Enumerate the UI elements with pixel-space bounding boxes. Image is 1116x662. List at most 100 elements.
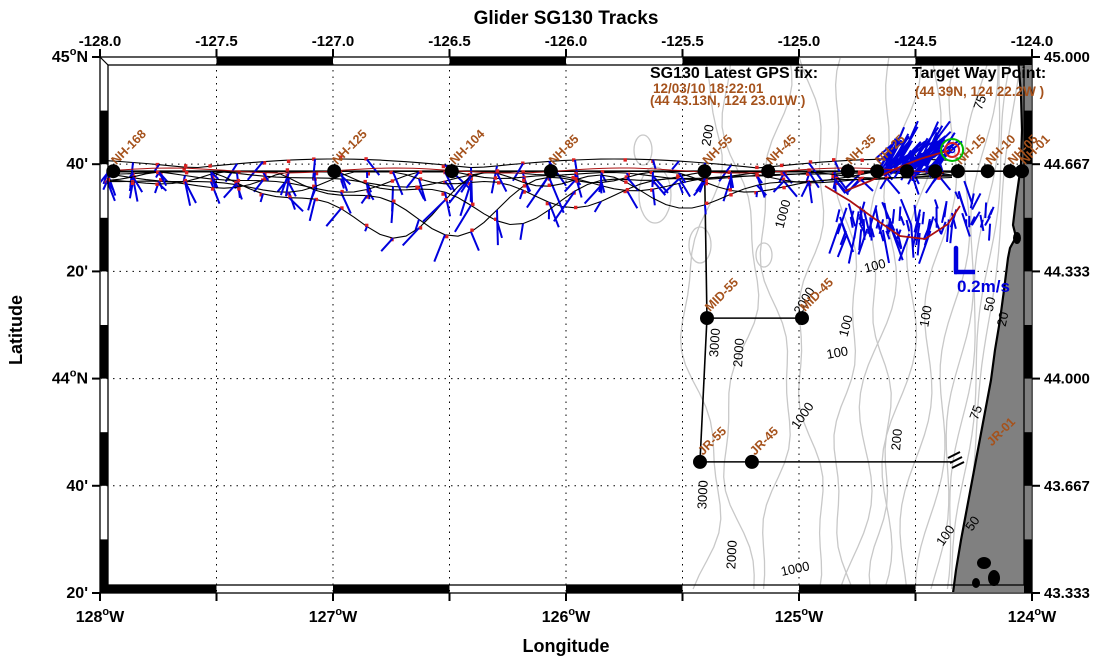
- track-fix-dot: [493, 176, 498, 180]
- depth-label: 100: [836, 313, 856, 338]
- depth-label: 50: [962, 513, 983, 533]
- graticule-grid: [101, 58, 1031, 592]
- track-fix-dot: [210, 187, 215, 191]
- track-fix-dot: [937, 176, 941, 180]
- track-fix-dot: [184, 164, 188, 168]
- current-vector: [898, 233, 911, 262]
- current-vector: [563, 179, 576, 193]
- track-fix-dot: [574, 179, 579, 183]
- track-fix-dot: [263, 177, 267, 181]
- axis-tick-label: 127oW: [309, 606, 358, 626]
- current-vector: [210, 181, 221, 204]
- frame-cell: [799, 585, 916, 593]
- current-vector: [325, 207, 342, 227]
- current-vector: [971, 192, 982, 211]
- current-vector: [885, 133, 910, 176]
- current-vector: [526, 174, 550, 209]
- depth-label: 200: [698, 123, 717, 147]
- track-fix-dot: [259, 193, 263, 197]
- waypoint-dot: [700, 311, 714, 326]
- frame-cell: [1024, 539, 1032, 593]
- contour-blob: [688, 226, 712, 264]
- contour-line: [721, 58, 760, 590]
- track-fix-dot: [858, 178, 862, 182]
- gps-fix-center: [948, 146, 956, 154]
- track-fix-dot: [314, 197, 318, 202]
- current-vector: [678, 183, 684, 194]
- current-vector: [756, 175, 763, 184]
- station-label: NH-35: [843, 132, 878, 167]
- waypoint-dot: [950, 164, 965, 179]
- current-vector: [899, 198, 913, 226]
- current-vector: [246, 161, 264, 181]
- track-fix-dot: [363, 179, 367, 184]
- track-fix-dot: [416, 186, 420, 190]
- depth-label: 200: [888, 428, 905, 451]
- contour-line: [946, 58, 1001, 590]
- track-fix-dot: [441, 164, 446, 169]
- frame-cell: [1024, 324, 1032, 379]
- track-fix-dot: [832, 158, 836, 162]
- current-vector: [860, 178, 874, 192]
- track-fix-dot: [262, 161, 267, 165]
- track-fix-dot: [834, 181, 838, 185]
- track-fix-dot: [727, 170, 731, 174]
- track-fix-dot: [130, 181, 135, 185]
- current-vector: [878, 219, 885, 235]
- y-axis-title: Latitude: [6, 295, 26, 365]
- current-vector: [859, 214, 862, 224]
- contour-line: [833, 58, 858, 590]
- axis-tick-labels: -128.0 -127.5 -127.0 -126.5 -126.0 -125.5 -125…: [52, 33, 1090, 626]
- waypoint-dot: [870, 164, 885, 179]
- current-vector: [828, 223, 841, 254]
- current-vector: [128, 171, 134, 179]
- track-fix-dot: [623, 189, 627, 194]
- track-fix-dot: [521, 170, 525, 174]
- track-fix-dot: [574, 177, 578, 181]
- waypoint-dot: [761, 164, 776, 179]
- frame-cell: [216, 57, 333, 65]
- current-vector: [858, 222, 867, 236]
- contour-line: [868, 58, 892, 590]
- current-vector: [910, 225, 915, 258]
- axis-tick-label: 44.000: [1044, 371, 1090, 388]
- current-vector: [870, 228, 875, 238]
- track-fix-dot: [806, 172, 810, 176]
- current-vector: [223, 182, 238, 199]
- current-vector: [911, 213, 921, 248]
- gps-fix-heading: SG130 Latest GPS fix:: [650, 65, 818, 82]
- depth-label: 2000: [723, 540, 739, 570]
- current-vector: [899, 216, 906, 226]
- gps-fix-ring-outer: [940, 137, 965, 162]
- station-label: NH-104: [447, 127, 487, 167]
- track-fix-dot: [755, 173, 759, 177]
- track-fix-dot: [495, 169, 500, 173]
- current-vector: [360, 195, 368, 204]
- frame-cell: [1024, 432, 1032, 486]
- current-vector: [444, 180, 453, 191]
- current-vector: [364, 226, 368, 232]
- frame-cell: [100, 110, 108, 165]
- track-fix-dot: [860, 171, 865, 175]
- current-vector: [460, 176, 472, 193]
- glider-track-line: [106, 171, 953, 239]
- track-fix-dot: [727, 175, 732, 180]
- current-vector: [800, 181, 810, 198]
- station-label: NH-168: [109, 127, 149, 167]
- current-vector: [847, 235, 856, 264]
- waypoint-dot: [697, 164, 712, 179]
- track-fix-dot: [782, 185, 786, 190]
- current-vector: [184, 181, 192, 206]
- current-vector: [574, 159, 580, 182]
- track-fix-dot: [857, 171, 862, 175]
- current-vector: [979, 214, 985, 232]
- target-waypoint-heading: Target Way Point:: [912, 65, 1046, 82]
- coast-feature: [977, 557, 991, 569]
- axis-tick-label: 125oW: [775, 606, 824, 626]
- track-fix-dot: [676, 174, 680, 178]
- contour-line: [679, 58, 723, 590]
- track-fix-dot: [208, 164, 212, 168]
- track-fix-dot: [780, 171, 784, 176]
- current-vector: [496, 172, 508, 193]
- track-fix-dot: [704, 181, 708, 186]
